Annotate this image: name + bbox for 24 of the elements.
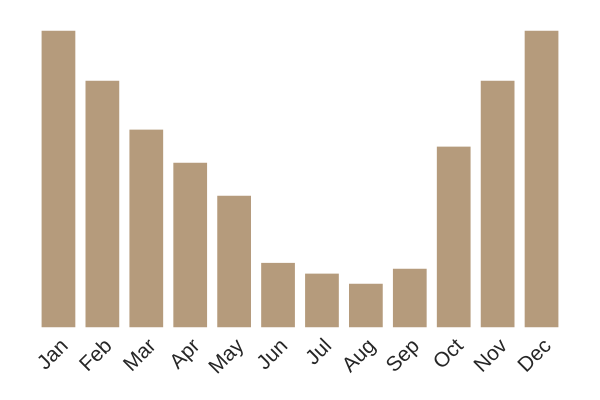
x-tick-label: Oct (432, 336, 464, 370)
x-tick-label: May (208, 336, 248, 377)
x-tick-label: Apr (168, 337, 204, 373)
x-tick-label: Jun (255, 338, 288, 371)
bar (479, 79, 516, 328)
bar (260, 261, 296, 328)
x-tick-label: Mar (122, 337, 157, 372)
bar (392, 267, 428, 328)
bar (84, 79, 121, 328)
x-tick-label: Feb (78, 336, 113, 372)
bar (172, 161, 208, 328)
bar (40, 30, 77, 328)
x-tick-label: Nov (473, 336, 508, 372)
bar (435, 145, 472, 328)
x-tick-label: Sep (384, 337, 423, 376)
bar (304, 272, 340, 328)
x-tick-label: Jan (35, 338, 68, 371)
bar (523, 30, 560, 328)
bar (128, 128, 165, 328)
x-tick-label: Jul (303, 337, 332, 366)
bar (216, 194, 252, 328)
x-tick-label: Dec (517, 337, 552, 372)
x-tick-label: Aug (340, 338, 379, 376)
bar (348, 282, 384, 328)
